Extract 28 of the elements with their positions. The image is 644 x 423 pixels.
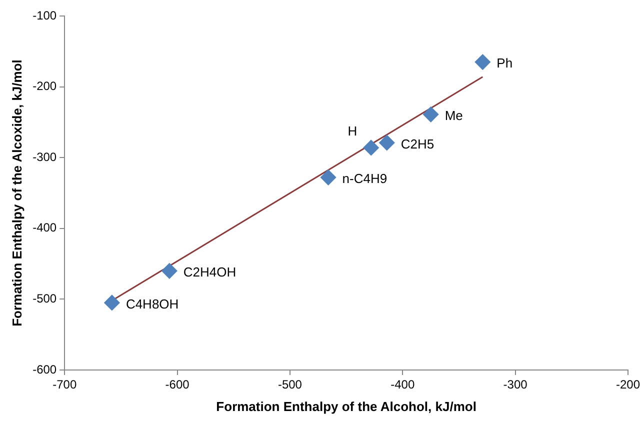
annotation: C2H5 bbox=[400, 136, 434, 152]
annotation: H bbox=[348, 123, 358, 138]
x-tick-label: -200 bbox=[616, 378, 640, 392]
annotation: Me bbox=[444, 108, 463, 123]
y-tick-label: -200 bbox=[32, 79, 57, 94]
x-tick-label: -600 bbox=[165, 378, 190, 392]
point bbox=[379, 134, 395, 150]
x-axis-title: Formation Enthalpy of the Alcohol, kJ/mol bbox=[216, 398, 476, 414]
annotation: n-C4H9 bbox=[342, 171, 388, 186]
y-tick-label: -300 bbox=[32, 150, 57, 164]
point bbox=[423, 106, 439, 122]
annotation: Ph bbox=[496, 56, 513, 71]
y-tick-label: -400 bbox=[32, 220, 57, 235]
annotation: C2H4OH bbox=[183, 264, 236, 280]
point bbox=[320, 170, 336, 186]
x-tick-label: -400 bbox=[390, 378, 415, 392]
y-tick-label: -100 bbox=[32, 8, 57, 22]
annotation: C4H8OH bbox=[126, 296, 179, 312]
x-tick-label: -300 bbox=[503, 378, 528, 392]
y-tick-label: -500 bbox=[32, 292, 57, 306]
point bbox=[162, 263, 178, 279]
y-axis-title: Formation Enthalpy of the Alcoxide, kJ/mol bbox=[9, 60, 24, 326]
point bbox=[474, 54, 490, 70]
point bbox=[363, 140, 379, 156]
x-tick-label: -700 bbox=[52, 378, 77, 392]
y-tick-label: -600 bbox=[32, 362, 57, 376]
point bbox=[104, 294, 120, 310]
x-tick-label: -500 bbox=[278, 378, 302, 392]
